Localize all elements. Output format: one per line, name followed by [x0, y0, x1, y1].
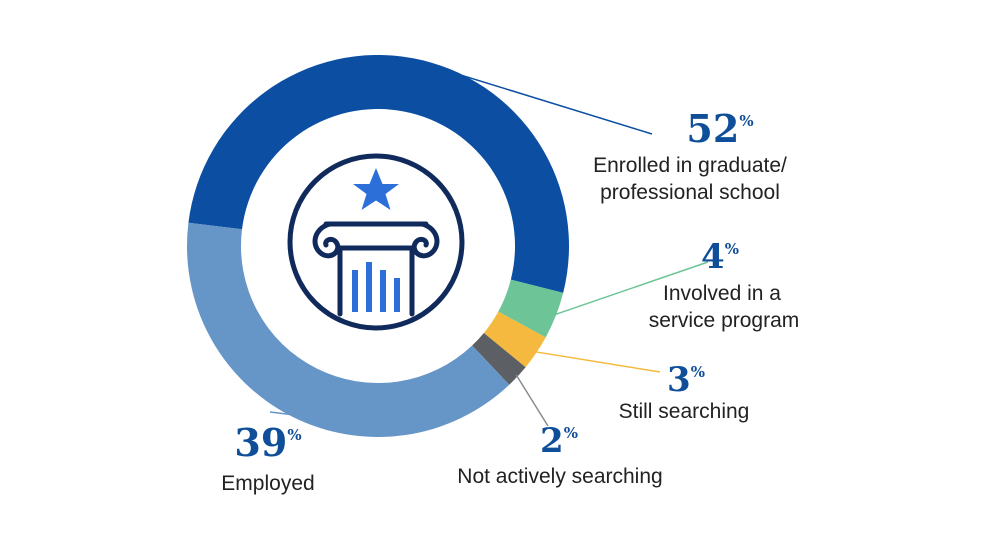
category-label-service-line1: Involved in a — [663, 282, 781, 305]
category-label-enrolled-line1: Enrolled in graduate/ — [593, 154, 787, 177]
slice-label-still-searching: 3% Still searching — [619, 360, 750, 423]
svg-text:4%: 4% — [701, 237, 739, 277]
slice-enrolled — [188, 55, 569, 293]
value-label-not-actively: 2 — [540, 421, 564, 461]
value-label-enrolled: 52 — [686, 106, 739, 151]
svg-text:2%: 2% — [540, 421, 578, 461]
leader-line-still-searching — [534, 350, 661, 373]
value-label-employed: 39 — [234, 420, 287, 465]
slice-label-employed: 39% Employed — [221, 420, 314, 495]
slice-not-actively — [472, 332, 526, 385]
category-label-not-actively: Not actively searching — [457, 465, 662, 488]
value-label-still-searching: 3 — [667, 360, 691, 400]
leader-line-employed — [269, 411, 293, 416]
slice-employed — [187, 222, 510, 437]
column-star-bars-icon — [287, 153, 465, 331]
category-label-service-line2: service program — [649, 309, 800, 332]
leader-line-not-actively — [515, 374, 549, 427]
category-label-still-searching: Still searching — [619, 400, 750, 423]
donut-slices — [187, 55, 569, 437]
slice-still-searching — [483, 311, 546, 368]
category-label-employed: Employed — [221, 472, 314, 495]
slice-label-not-actively: 2% Not actively searching — [457, 421, 662, 488]
svg-text:3%: 3% — [667, 360, 705, 400]
slice-label-enrolled: 52% Enrolled in graduate/ professional s… — [593, 106, 787, 204]
slice-label-service: 4% Involved in a service program — [649, 237, 800, 332]
category-label-enrolled-line2: professional school — [600, 181, 780, 204]
svg-text:39%: 39% — [234, 420, 301, 465]
leader-lines — [269, 59, 709, 427]
svg-text:52%: 52% — [686, 106, 753, 151]
slice-service — [498, 279, 564, 338]
leader-line-enrolled — [412, 59, 653, 135]
leader-line-service — [553, 261, 709, 316]
value-label-service: 4 — [701, 237, 725, 277]
